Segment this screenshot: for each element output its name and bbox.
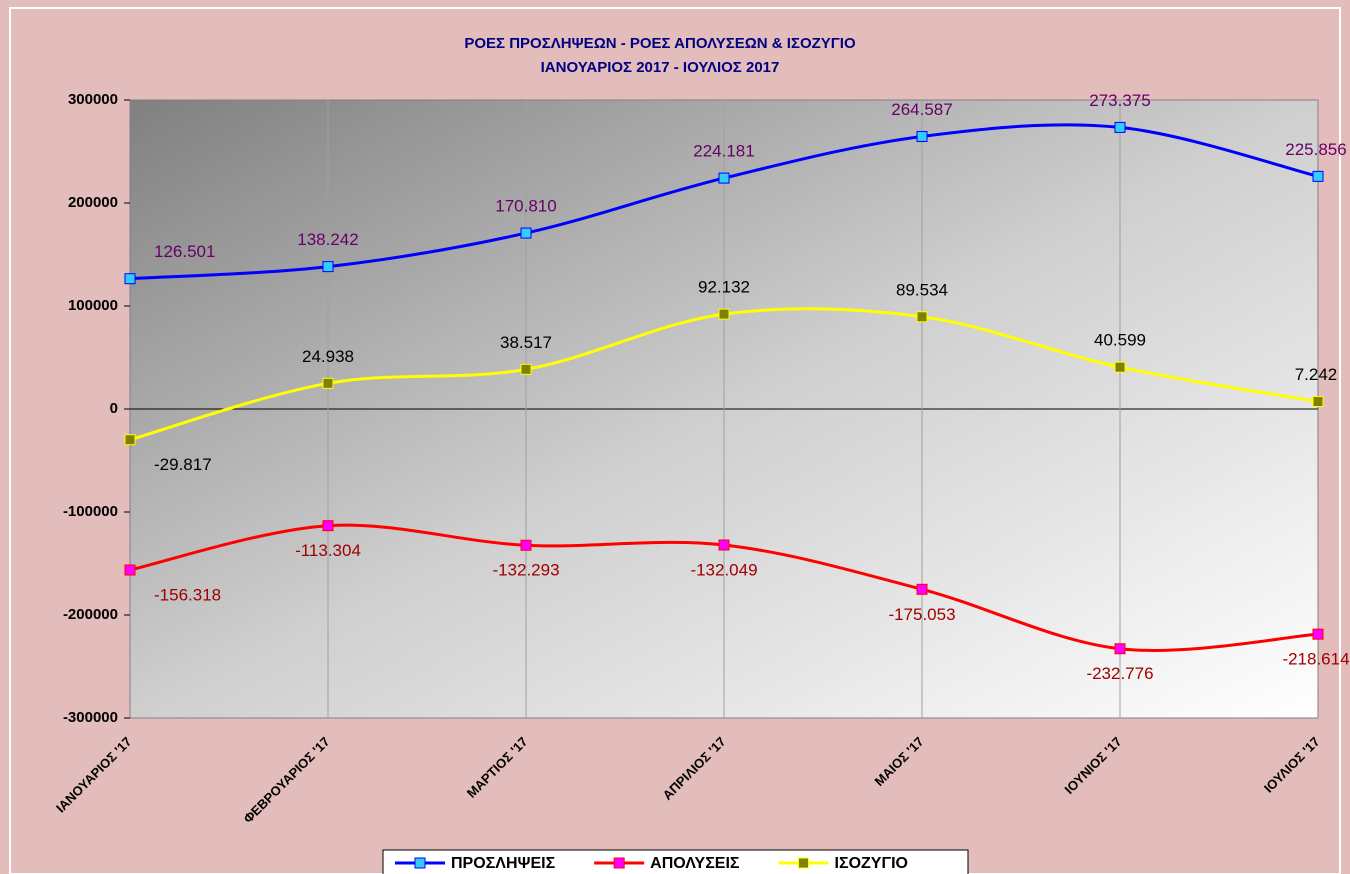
- data-label: 225.856: [1285, 140, 1346, 159]
- x-tick-label: ΑΠΡΙΛΙΟΣ '17: [660, 734, 729, 803]
- marker: [1312, 396, 1324, 408]
- marker: [1312, 628, 1324, 640]
- legend-marker: [414, 857, 426, 869]
- legend-marker: [613, 857, 625, 869]
- data-label: 264.587: [891, 100, 952, 119]
- data-label: 89.534: [896, 280, 948, 299]
- chart-frame: [9, 7, 1341, 874]
- data-label: -29.817: [154, 455, 212, 474]
- data-label: 138.242: [297, 230, 358, 249]
- marker: [916, 583, 928, 595]
- marker: [124, 564, 136, 576]
- y-tick-label: -200000: [63, 606, 118, 623]
- data-label: 170.810: [495, 197, 556, 216]
- data-label: -175.053: [888, 605, 955, 624]
- marker: [1114, 361, 1126, 373]
- marker: [124, 434, 136, 446]
- grid: [124, 99, 1318, 719]
- marker: [718, 172, 730, 184]
- marker: [322, 377, 334, 389]
- marker: [718, 539, 730, 551]
- data-label: 273.375: [1089, 91, 1150, 110]
- legend: ΠΡΟΣΛΗΨΕΙΣ ΑΠΟΛΥΣΕΙΣ ΙΣΟΖΥΓΙΟ: [382, 849, 969, 874]
- data-label: -156.318: [154, 585, 221, 604]
- marker: [520, 227, 532, 239]
- marker: [916, 130, 928, 142]
- y-tick-label: 0: [110, 400, 118, 417]
- marker: [1312, 170, 1324, 182]
- marker: [322, 261, 334, 273]
- marker: [1114, 121, 1126, 133]
- data-label: 126.501: [154, 242, 215, 261]
- marker: [1114, 643, 1126, 655]
- y-tick-label: 300000: [68, 91, 118, 108]
- data-label: 24.938: [302, 347, 354, 366]
- x-tick-label: ΙΟΥΛΙΟΣ '17: [1261, 734, 1323, 796]
- legend-label: ΑΠΟΛΥΣΕΙΣ: [650, 855, 740, 872]
- data-label: -113.304: [295, 541, 361, 560]
- legend-label: ΠΡΟΣΛΗΨΕΙΣ: [451, 855, 556, 872]
- marker: [718, 308, 730, 320]
- data-label: -232.776: [1086, 664, 1153, 683]
- y-tick-label: 100000: [68, 297, 118, 314]
- chart-subtitle: ΙΑΝΟΥΑΡΙΟΣ 2017 - ΙΟΥΛΙΟΣ 2017: [541, 59, 780, 76]
- chart-title: ΡΟΕΣ ΠΡΟΣΛΗΨΕΩΝ - ΡΟΕΣ ΑΠΟΛΥΣΕΩΝ & ΙΣΟΖΥ…: [464, 35, 856, 52]
- legend-marker: [798, 857, 810, 869]
- data-label: 92.132: [698, 278, 750, 297]
- data-label: -218.614: [1282, 650, 1349, 669]
- marker: [520, 363, 532, 375]
- data-label: 224.181: [693, 142, 754, 161]
- x-tick-label: ΜΑΙΟΣ '17: [871, 734, 926, 789]
- y-tick-label: -100000: [63, 503, 118, 520]
- legend-label: ΙΣΟΖΥΓΙΟ: [835, 855, 908, 872]
- marker: [520, 539, 532, 551]
- data-label: 38.517: [500, 333, 552, 352]
- y-tick-label: -300000: [63, 709, 118, 726]
- data-label: 7.242: [1295, 365, 1338, 384]
- legend-box: [382, 849, 969, 874]
- marker: [322, 520, 334, 532]
- data-label: -132.049: [690, 560, 757, 579]
- data-label: -132.293: [492, 561, 559, 580]
- y-tick-label: 200000: [68, 194, 118, 211]
- marker: [124, 273, 136, 285]
- x-tick-label: ΜΑΡΤΙΟΣ '17: [464, 734, 531, 801]
- data-label: 40.599: [1094, 331, 1146, 350]
- marker: [916, 311, 928, 323]
- x-tick-label: ΙΟΥΝΙΟΣ '17: [1062, 734, 1125, 797]
- x-tick-label: ΙΑΝΟΥΑΡΙΟΣ '17: [53, 734, 135, 816]
- x-tick-label: ΦΕΒΡΟΥΑΡΙΟΣ '17: [240, 734, 332, 826]
